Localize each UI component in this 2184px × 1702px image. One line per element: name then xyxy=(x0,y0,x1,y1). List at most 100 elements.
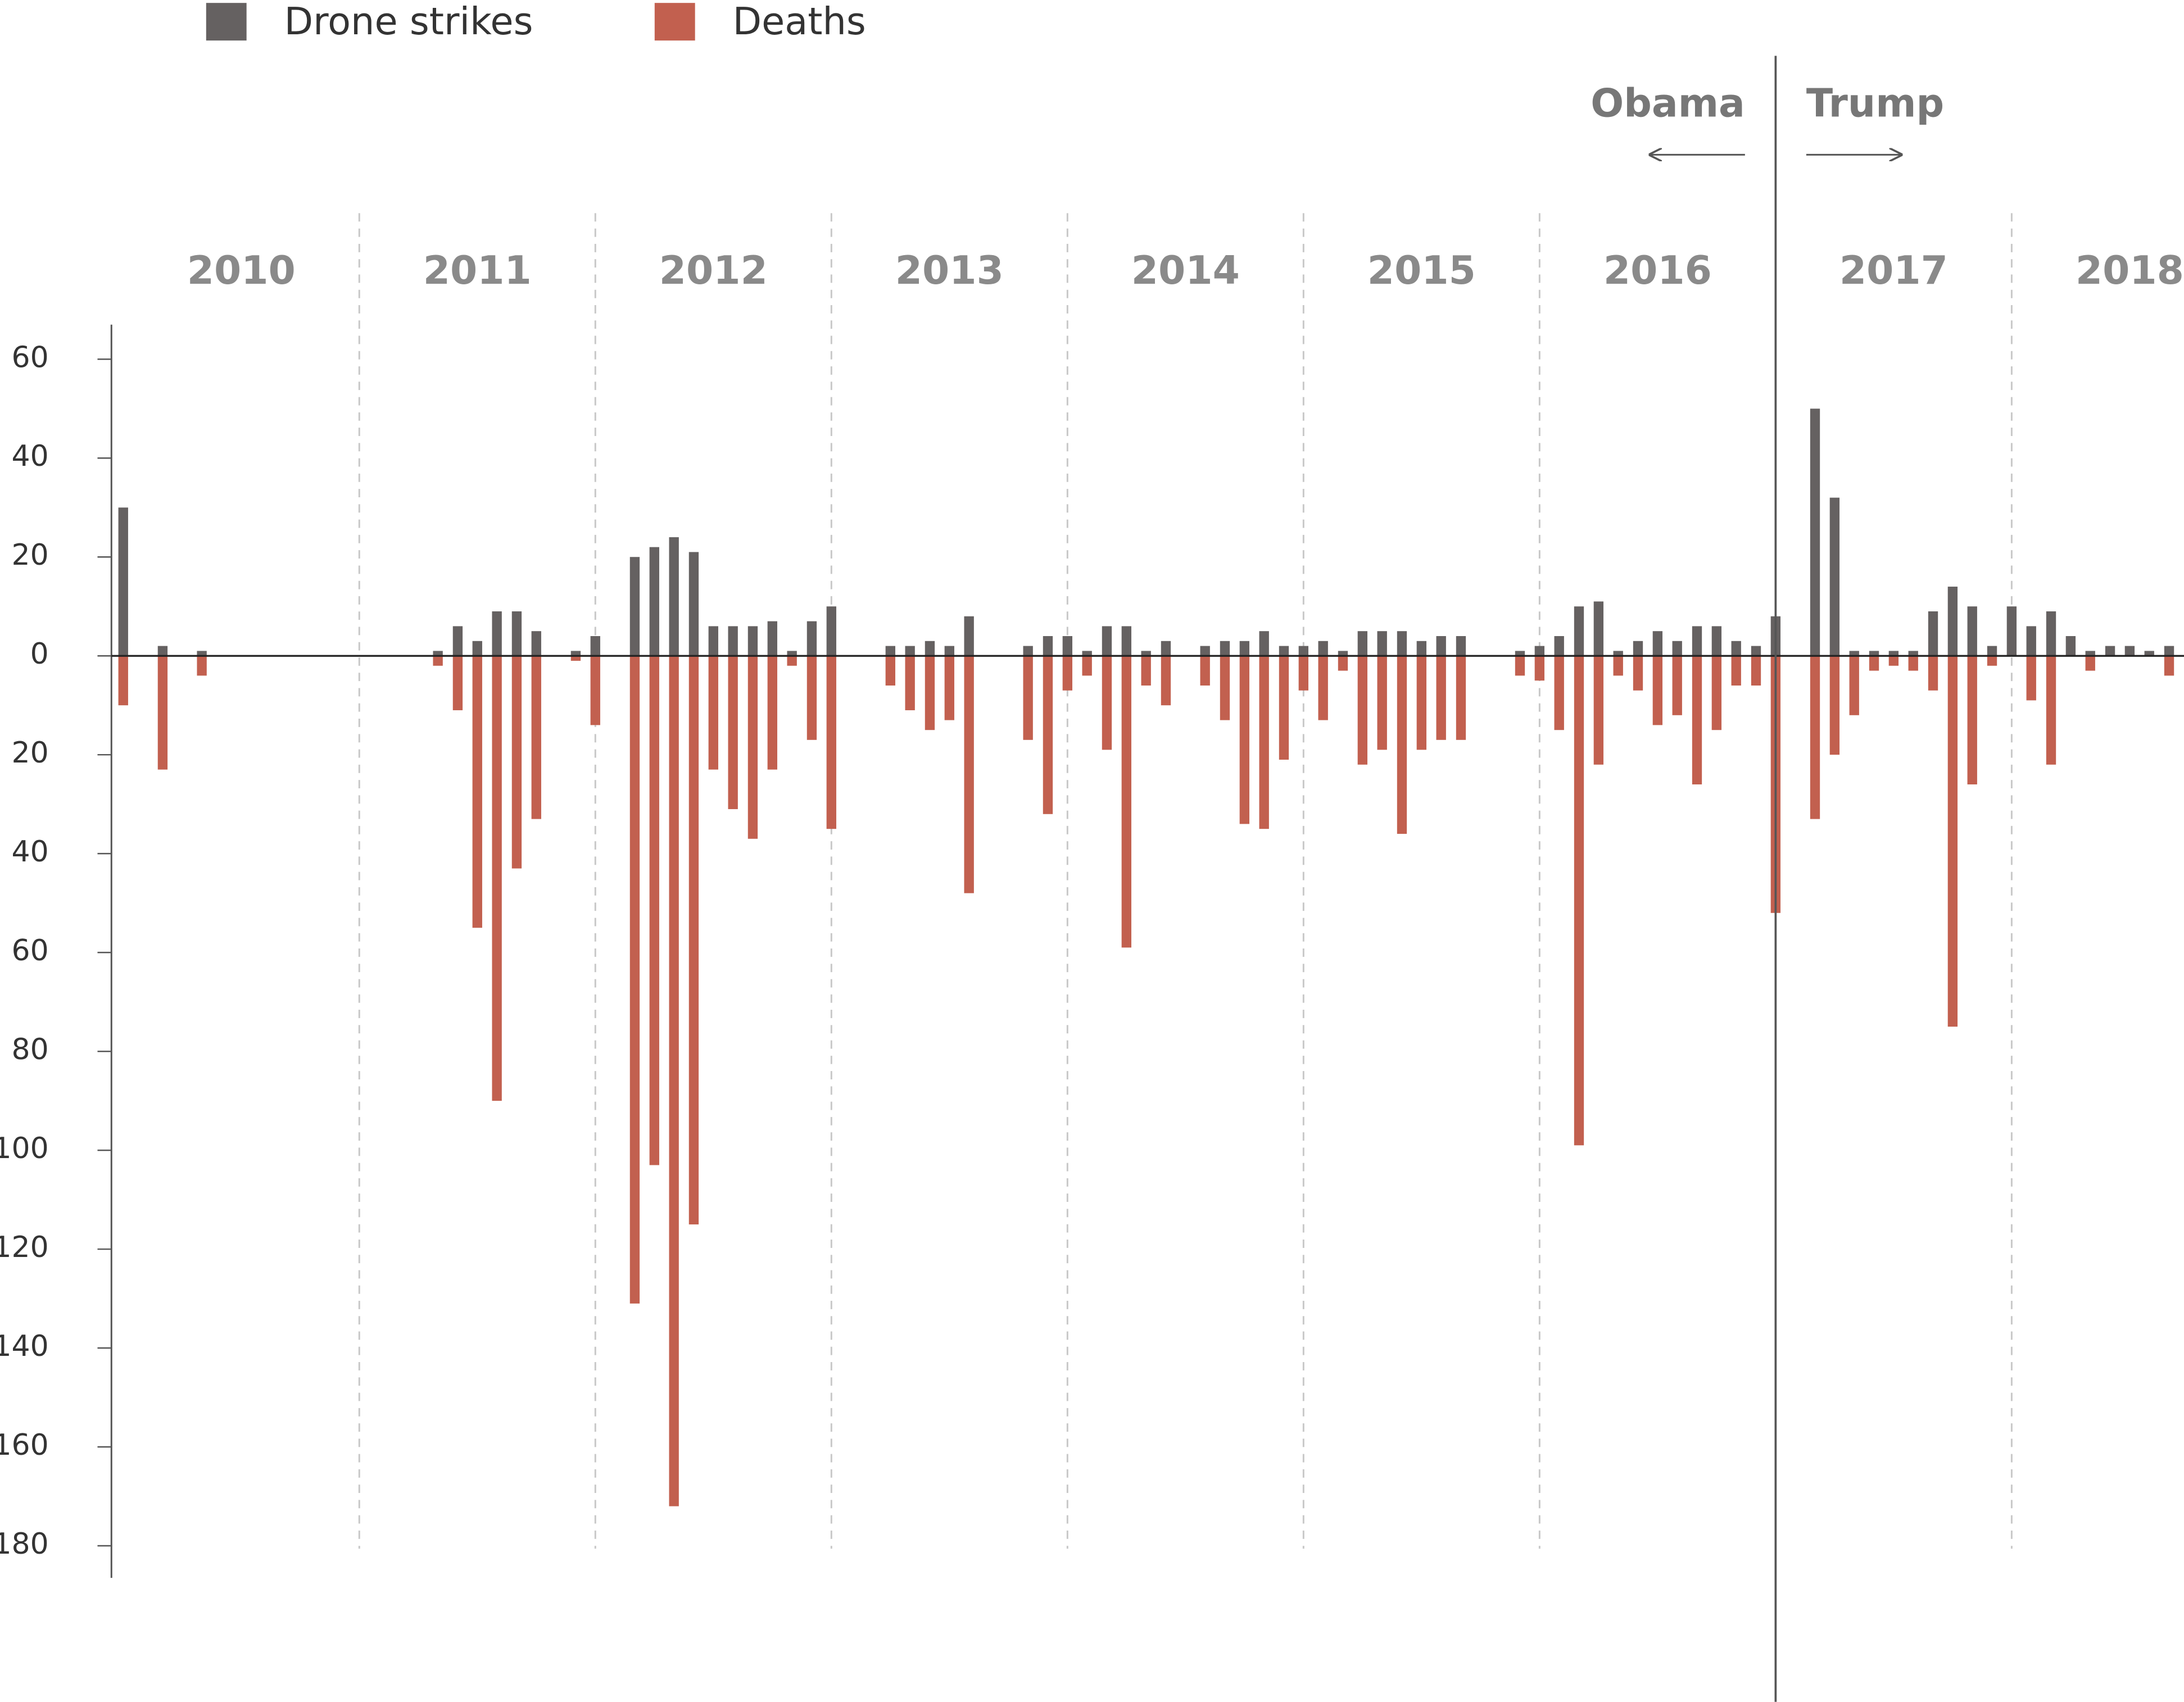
bar xyxy=(1633,656,1643,691)
bar xyxy=(905,646,915,656)
bar xyxy=(1613,651,1623,656)
bar xyxy=(1082,656,1092,676)
bar xyxy=(629,557,640,656)
year-label: 2018 xyxy=(2076,248,2184,293)
bar xyxy=(1574,656,1584,1146)
bar xyxy=(1652,631,1663,656)
bar xyxy=(1554,656,1564,730)
bar xyxy=(1357,656,1368,765)
y-tick-label: 40 xyxy=(12,835,49,869)
bar xyxy=(118,507,128,656)
bar xyxy=(1279,656,1289,760)
legend-label: Deaths xyxy=(733,0,866,43)
bar xyxy=(1102,626,1112,656)
bar xyxy=(1023,656,1033,740)
year-label: 2012 xyxy=(659,248,768,293)
year-label: 2011 xyxy=(423,248,532,293)
bar xyxy=(1259,631,1269,656)
bar xyxy=(1239,641,1250,656)
y-tick-label: 140 xyxy=(0,1329,49,1363)
bar xyxy=(1534,646,1545,656)
bar xyxy=(1397,656,1407,834)
bar xyxy=(570,651,581,656)
bar xyxy=(1436,656,1446,740)
bar xyxy=(2006,606,2017,656)
bar xyxy=(905,656,915,710)
year-label: 2014 xyxy=(1131,248,1240,293)
bar xyxy=(2065,636,2076,656)
bar xyxy=(767,656,777,770)
bar xyxy=(787,656,797,666)
bar xyxy=(747,626,758,656)
bar xyxy=(964,616,974,656)
bar xyxy=(118,656,128,706)
bar xyxy=(1161,656,1171,706)
bar xyxy=(1023,646,1033,656)
bar xyxy=(826,606,836,656)
bar xyxy=(197,656,207,676)
y-tick-label: 40 xyxy=(12,439,49,473)
bar xyxy=(1377,631,1387,656)
bar xyxy=(1751,646,1761,656)
bar xyxy=(649,547,659,656)
bar xyxy=(1751,656,1761,686)
bar xyxy=(1947,587,1958,656)
bar xyxy=(1456,636,1466,656)
bar xyxy=(1829,656,1840,755)
bar xyxy=(1515,656,1525,676)
bar xyxy=(925,656,935,730)
bar xyxy=(688,552,699,656)
bar xyxy=(669,537,679,656)
bar xyxy=(1102,656,1112,750)
bar xyxy=(1908,656,1918,671)
bar xyxy=(1357,631,1368,656)
bar xyxy=(2164,656,2174,676)
bar xyxy=(1062,656,1073,691)
bar xyxy=(433,656,443,666)
bar xyxy=(1810,409,1820,656)
bar xyxy=(944,646,954,656)
legend-label: Drone strikes xyxy=(284,0,533,43)
bar xyxy=(1298,646,1309,656)
bar xyxy=(649,656,659,1165)
bar xyxy=(669,656,679,1506)
bar xyxy=(1888,651,1899,656)
bar xyxy=(1849,656,1859,715)
y-tick-label: 120 xyxy=(0,1231,49,1264)
bar xyxy=(2026,656,2036,701)
bar xyxy=(531,656,541,819)
year-label: 2010 xyxy=(187,248,296,293)
bar xyxy=(1633,641,1643,656)
bar xyxy=(531,631,541,656)
bar xyxy=(1908,651,1918,656)
bar xyxy=(1888,656,1899,666)
bar xyxy=(1928,611,1938,656)
bar xyxy=(157,656,168,770)
bar xyxy=(767,621,777,656)
bar xyxy=(1062,636,1073,656)
y-tick-label: 160 xyxy=(0,1428,49,1462)
bar xyxy=(1397,631,1407,656)
bar xyxy=(2046,611,2056,656)
bar xyxy=(1200,656,1210,686)
y-tick-label: 20 xyxy=(12,736,49,770)
legend-swatch xyxy=(206,3,247,41)
bar xyxy=(728,656,738,809)
y-tick-label: 0 xyxy=(30,637,49,671)
bar xyxy=(688,656,699,1225)
bar xyxy=(787,651,797,656)
bar xyxy=(1416,656,1427,750)
bar xyxy=(2164,646,2174,656)
bar xyxy=(2085,656,2095,671)
legend-swatch xyxy=(654,3,695,41)
bar xyxy=(2124,646,2135,656)
bar xyxy=(1928,656,1938,691)
bar xyxy=(826,656,836,829)
bar xyxy=(1515,651,1525,656)
y-tick-label: 20 xyxy=(12,538,49,572)
bar xyxy=(2144,651,2154,656)
bar xyxy=(1082,651,1092,656)
bar xyxy=(1849,651,1859,656)
